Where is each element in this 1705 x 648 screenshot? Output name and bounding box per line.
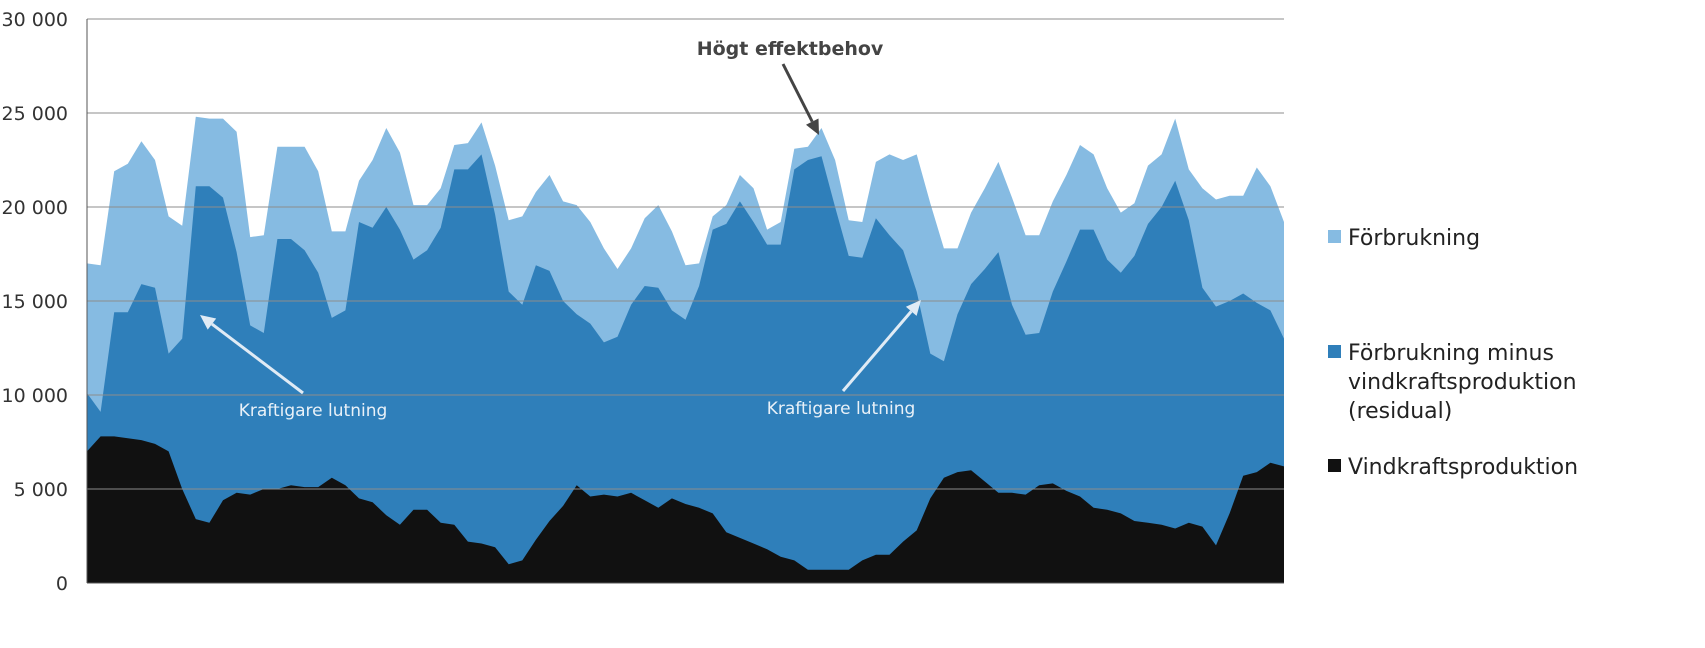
annotation-arrow-2 xyxy=(841,310,913,392)
y-tick-label-6: 30 000 xyxy=(2,9,68,31)
legend-label-line: Vindkraftsproduktion xyxy=(1348,455,1578,480)
annotation-arrowhead-1 xyxy=(200,315,217,330)
legend-label-line: Förbrukning xyxy=(1348,226,1480,251)
series-area-1 xyxy=(87,154,1284,583)
legend-label-line: Förbrukning minus xyxy=(1348,341,1554,366)
legend-label-0: Förbrukning xyxy=(1348,226,1480,251)
annotation-arrow-0 xyxy=(781,63,814,123)
annotation-label-1: Kraftigare lutning xyxy=(239,401,388,421)
y-tick-label-3: 15 000 xyxy=(2,291,68,313)
legend-label-line: vindkraftsproduktion xyxy=(1348,370,1577,395)
annotation-label-2: Kraftigare lutning xyxy=(767,399,916,419)
y-tick-label-4: 20 000 xyxy=(2,197,68,219)
y-tick-label-2: 10 000 xyxy=(2,385,68,407)
annotation-arrow-1 xyxy=(211,322,304,395)
legend-label-line: (residual) xyxy=(1348,399,1452,424)
annotation-arrowhead-2 xyxy=(905,300,921,316)
y-tick-label-0: 0 xyxy=(56,573,68,595)
legend-label-1: Förbrukning minus vindkraftsproduktion (re… xyxy=(1348,341,1577,424)
annotation-label-0: Högt effektbehov xyxy=(697,38,884,60)
annotation-arrowhead-0 xyxy=(806,118,819,135)
series-area-2 xyxy=(87,436,1284,583)
y-tick-label-1: 5 000 xyxy=(14,479,68,501)
legend-label-2: Vindkraftsproduktion xyxy=(1348,455,1578,480)
y-tick-label-5: 25 000 xyxy=(2,103,68,125)
legend-swatch-0 xyxy=(1328,230,1341,243)
legend-swatch-1 xyxy=(1328,345,1341,358)
legend-swatch-2 xyxy=(1328,459,1341,472)
